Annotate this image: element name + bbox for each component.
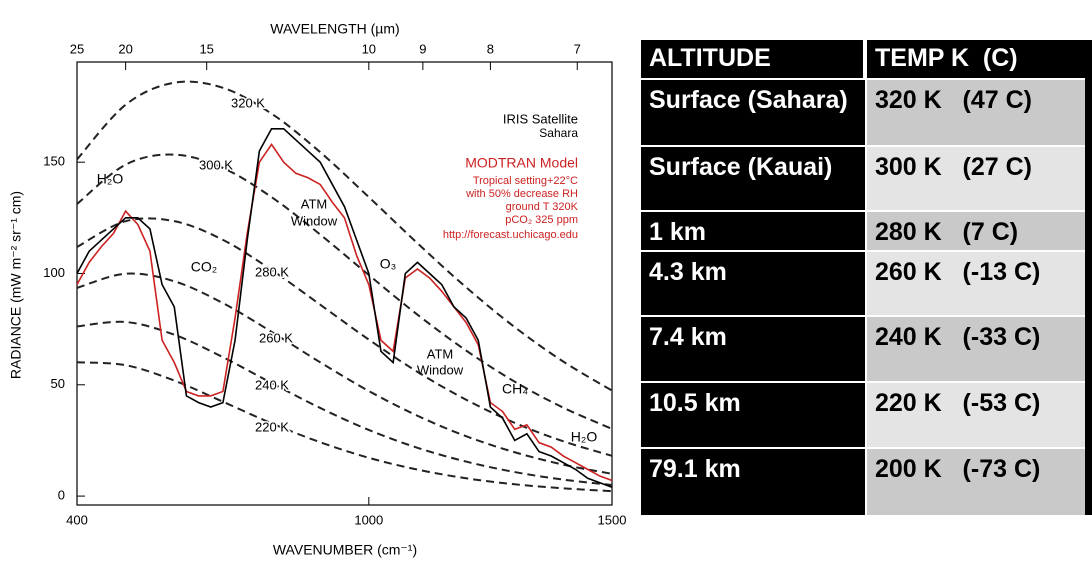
x2-tick-label: 7 — [574, 41, 581, 56]
annotation: ATM — [301, 196, 327, 211]
table-cell: 1 km — [641, 212, 865, 250]
table-cell: 280 K (7 C) — [867, 212, 1085, 250]
x-top-axis-title: WAVELENGTH (µm) — [270, 21, 399, 37]
table-cell: 260 K (-13 C) — [867, 252, 1085, 315]
x2-tick-label: 10 — [362, 41, 376, 56]
annotation: Window — [291, 213, 338, 228]
table-cell: 10.5 km — [641, 383, 865, 447]
plot-frame — [76, 61, 613, 506]
table-cell: 320 K (47 C) — [867, 80, 1085, 145]
x2-tick-label: 20 — [118, 41, 132, 56]
table: ALTITUDE TEMP K (C) Surface (Sahara) 320 K … — [641, 40, 1092, 515]
planck-curve — [76, 272, 613, 475]
annotation: O₃ — [380, 256, 397, 272]
x-tick-label: 1000 — [354, 512, 383, 527]
y-axis-title: RADIANCE (mW m⁻² sr⁻¹ cm) — [8, 191, 24, 379]
planck-curve — [76, 361, 613, 493]
table-cell: 7.4 km — [641, 317, 865, 381]
annotation: H₂O — [97, 171, 124, 187]
table-header: ALTITUDE — [641, 40, 863, 78]
table-cell: Surface (Sahara) — [641, 80, 865, 145]
x-axis-title: WAVENUMBER (cm⁻¹) — [273, 542, 417, 558]
annotation: pCO₂ 325 ppm — [505, 214, 578, 226]
curve-label: 320 K — [231, 95, 265, 110]
table-cell: Surface (Kauai) — [641, 147, 865, 210]
planck-curve — [76, 80, 613, 392]
planck-curve — [76, 153, 613, 430]
table-cell: 200 K (-73 C) — [867, 449, 1085, 515]
table-cell: 300 K (27 C) — [867, 147, 1085, 210]
curve-label: 300 K — [199, 157, 233, 172]
planck-curve — [76, 217, 613, 457]
spectrum-line — [76, 142, 613, 482]
x2-tick-label: 9 — [419, 41, 426, 56]
y-tick-label: 0 — [58, 488, 65, 503]
curve-label: 220 K — [255, 419, 289, 434]
curve-label: 280 K — [255, 264, 289, 279]
table-header: TEMP K (C) — [867, 40, 1092, 78]
y-tick-label: 50 — [51, 376, 65, 391]
annotation: H₂O — [571, 429, 598, 445]
annotation: ATM — [427, 346, 453, 361]
table-cell: 240 K (-33 C) — [867, 317, 1085, 381]
annotation: CO₂ — [191, 259, 217, 275]
chart: WAVELENGTH (µm) WAVENUMBER (cm⁻¹) RADIAN… — [8, 21, 627, 558]
table-cell: 220 K (-53 C) — [867, 383, 1085, 447]
planck-curve — [76, 320, 613, 486]
table-cell: 79.1 km — [641, 449, 865, 515]
curve-label: 260 K — [259, 330, 293, 345]
annotation: CH₄ — [502, 381, 528, 397]
x2-tick-label: 8 — [487, 41, 494, 56]
table-cell: 4.3 km — [641, 252, 865, 315]
curve-label: 240 K — [255, 377, 289, 392]
annotation: Window — [417, 362, 464, 377]
x2-tick-label: 15 — [199, 41, 213, 56]
spectrum-line — [76, 127, 613, 488]
annotation: http://forecast.uchicago.edu — [443, 229, 578, 241]
y-tick-label: 100 — [43, 265, 65, 280]
annotation: Sahara — [539, 126, 578, 140]
annotation: Tropical setting+22°C — [473, 175, 578, 187]
legend-entry: MODTRAN Model — [465, 155, 578, 171]
y-tick-label: 150 — [43, 154, 65, 169]
annotation: with 50% decrease RH — [465, 188, 578, 200]
x2-tick-label: 25 — [70, 41, 84, 56]
edge-strip — [1085, 40, 1092, 515]
x-tick-label: 400 — [66, 512, 88, 527]
x-tick-label: 1500 — [598, 512, 627, 527]
legend-entry: IRIS Satellite — [503, 111, 578, 126]
annotation: ground T 320K — [506, 201, 579, 213]
